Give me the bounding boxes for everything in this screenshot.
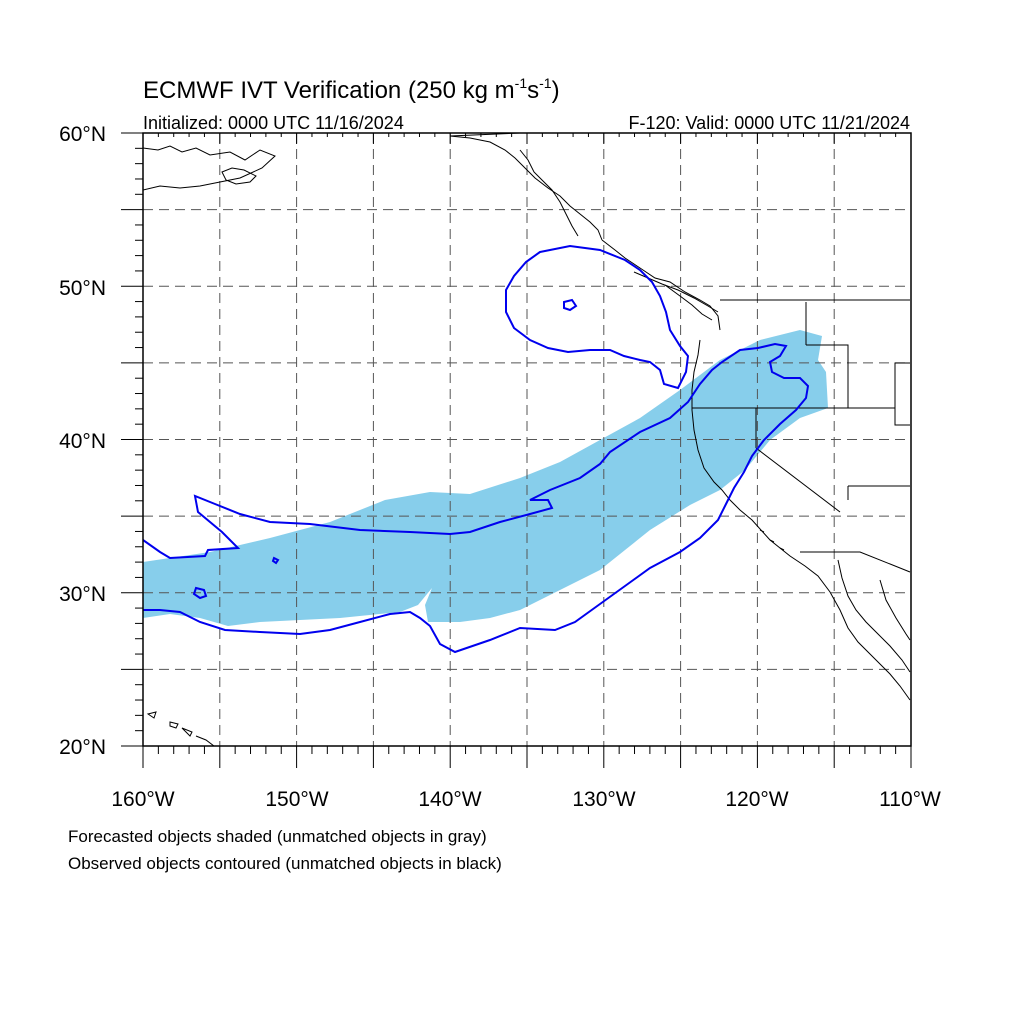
lon-label-140w: 140°W — [418, 788, 481, 811]
forecast-ivt-object — [143, 330, 828, 626]
observed-contour-north — [505, 244, 690, 390]
lon-label-110w: 110°W — [879, 788, 941, 811]
observed-ivt-contours — [143, 244, 810, 654]
lat-label-40: 40°N — [59, 430, 106, 453]
lon-label-120w: 120°W — [725, 788, 788, 811]
coastlines — [143, 133, 911, 746]
observed-contour-small — [192, 586, 208, 600]
observed-contour-main — [143, 342, 810, 654]
observed-contour-dot — [271, 556, 280, 565]
observed-contour-north-inner — [563, 298, 578, 312]
lat-lon-grid — [143, 133, 911, 746]
lon-label-130w: 130°W — [572, 788, 635, 811]
axis-ticks — [121, 132, 912, 768]
lat-label-30: 30°N — [59, 583, 106, 606]
lat-label-60: 60°N — [59, 123, 106, 146]
valid-time-label: F-120: Valid: 0000 UTC 11/21/2024 — [628, 113, 910, 133]
legend-forecast-note: Forecasted objects shaded (unmatched obj… — [68, 827, 487, 846]
lon-label-150w: 150°W — [265, 788, 328, 811]
map-title: ECMWF IVT Verification (250 kg m-1s-1) — [143, 75, 560, 104]
lat-label-50: 50°N — [59, 277, 106, 300]
lon-label-160w: 160°W — [111, 788, 174, 811]
legend-observed-note: Observed objects contoured (unmatched ob… — [68, 854, 502, 873]
lat-label-20: 20°N — [59, 736, 106, 759]
init-time-label: Initialized: 0000 UTC 11/16/2024 — [143, 113, 404, 133]
